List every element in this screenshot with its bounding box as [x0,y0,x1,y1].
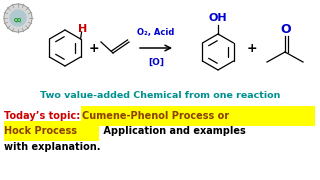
Text: H: H [78,24,87,34]
Text: OH: OH [209,13,227,23]
Text: Today’s topic:: Today’s topic: [4,111,84,121]
Text: Cumene-Phenol Process or: Cumene-Phenol Process or [82,111,229,121]
FancyBboxPatch shape [81,106,315,126]
Circle shape [10,10,26,26]
Text: [O]: [O] [148,57,164,66]
Text: Application and examples: Application and examples [100,126,246,136]
Text: with explanation.: with explanation. [4,142,100,152]
FancyBboxPatch shape [4,121,99,141]
Text: +: + [247,42,257,55]
Text: O: O [281,22,291,35]
Text: +: + [89,42,99,55]
Text: O₂, Acid: O₂, Acid [137,28,175,37]
Circle shape [4,4,32,32]
Text: QQ: QQ [14,17,22,22]
Text: Hock Process: Hock Process [4,126,77,136]
Text: Two value-added Chemical from one reaction: Two value-added Chemical from one reacti… [40,91,280,100]
